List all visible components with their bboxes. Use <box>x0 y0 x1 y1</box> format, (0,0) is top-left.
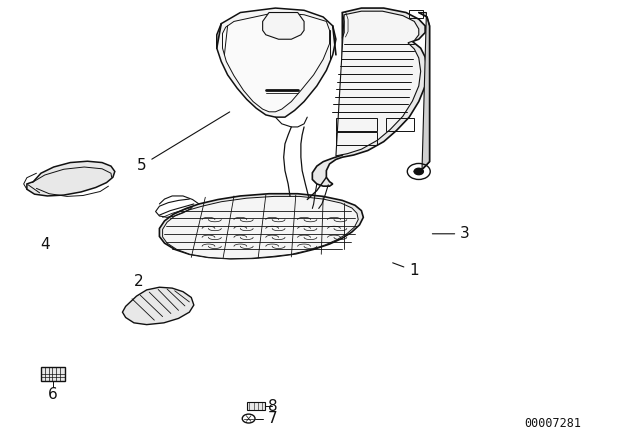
Bar <box>336 132 378 145</box>
Polygon shape <box>262 13 304 39</box>
Circle shape <box>414 168 423 175</box>
Text: 6: 6 <box>48 387 58 401</box>
Text: 00007281: 00007281 <box>524 417 581 430</box>
Text: 5: 5 <box>137 112 230 173</box>
Polygon shape <box>336 11 420 156</box>
Polygon shape <box>27 161 115 196</box>
Polygon shape <box>217 8 336 117</box>
Bar <box>41 367 65 381</box>
Polygon shape <box>163 196 358 259</box>
Polygon shape <box>414 13 429 172</box>
Bar <box>409 10 423 18</box>
Text: 7: 7 <box>268 411 277 426</box>
Polygon shape <box>312 8 427 186</box>
Bar <box>386 118 414 130</box>
Polygon shape <box>159 194 364 259</box>
Text: 4: 4 <box>40 237 49 251</box>
Text: 1: 1 <box>393 263 419 278</box>
Polygon shape <box>122 287 194 325</box>
Text: 8: 8 <box>268 399 277 414</box>
Text: 2: 2 <box>134 274 143 289</box>
Text: 3: 3 <box>433 226 470 241</box>
Bar <box>336 118 378 130</box>
Polygon shape <box>223 13 330 112</box>
Bar <box>246 402 264 410</box>
